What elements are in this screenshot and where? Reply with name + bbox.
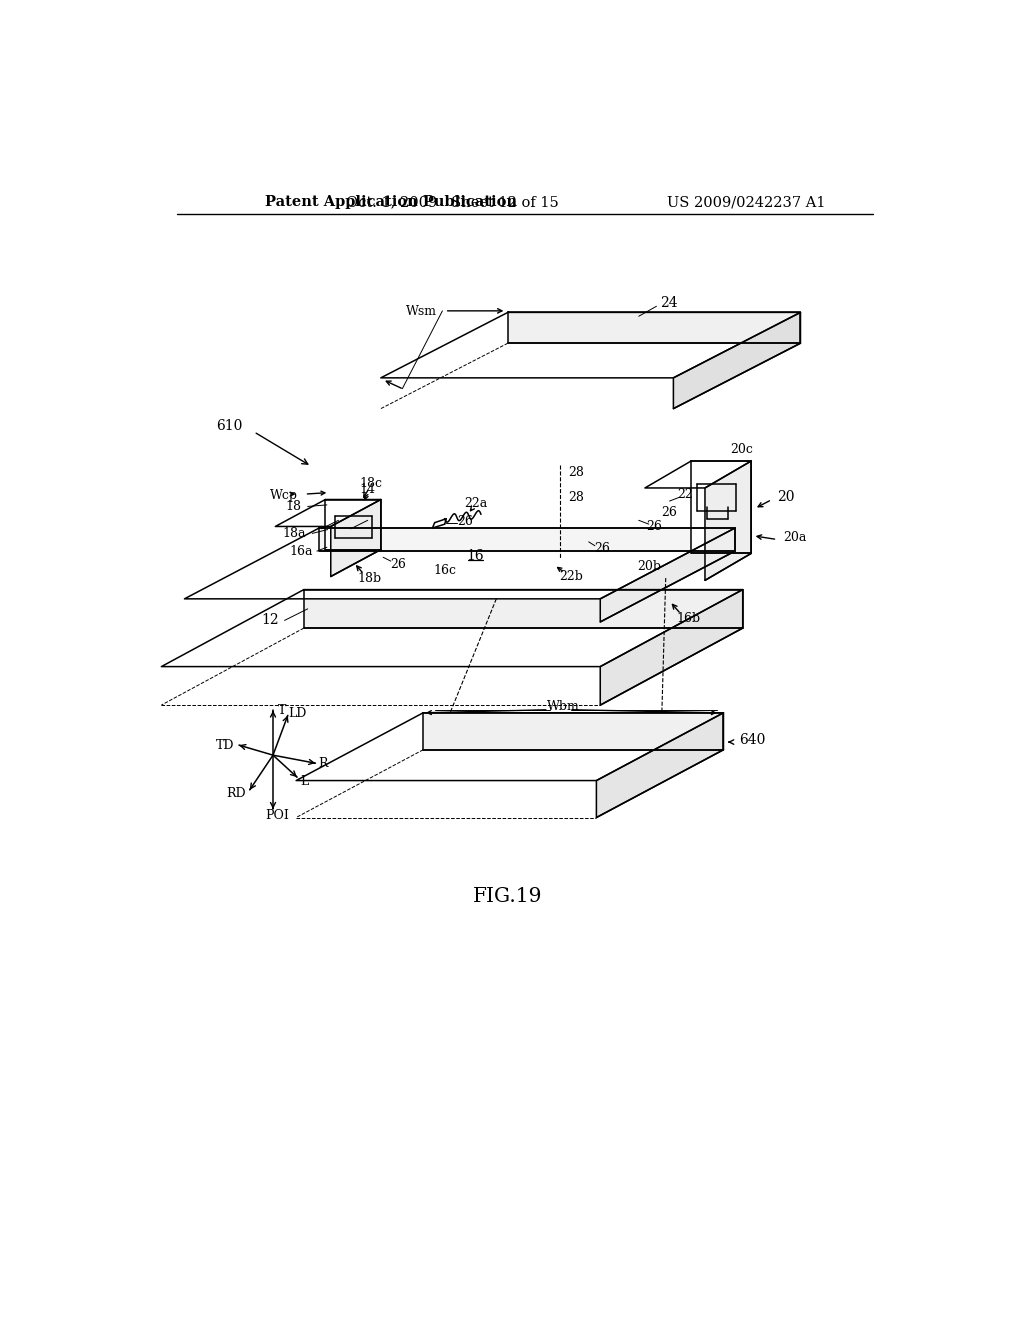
Text: TD: TD (216, 739, 234, 751)
Text: 12: 12 (261, 614, 280, 627)
Polygon shape (296, 713, 724, 780)
Text: 26: 26 (646, 520, 663, 533)
Text: 16: 16 (467, 549, 484, 564)
Text: 26: 26 (458, 515, 473, 528)
Polygon shape (674, 313, 801, 409)
Text: 18c: 18c (359, 477, 382, 490)
Text: 640: 640 (739, 733, 765, 747)
Text: 18a: 18a (283, 527, 306, 540)
Text: 26: 26 (594, 543, 609, 556)
Text: 20: 20 (777, 490, 795, 504)
Text: 22: 22 (677, 488, 693, 502)
Text: 610: 610 (216, 420, 243, 433)
Text: 16a: 16a (290, 545, 313, 557)
Polygon shape (600, 590, 742, 705)
Text: POI: POI (265, 809, 289, 822)
Polygon shape (596, 713, 724, 817)
Text: 28: 28 (568, 491, 584, 504)
Text: Oct. 1, 2009   Sheet 12 of 15: Oct. 1, 2009 Sheet 12 of 15 (346, 195, 559, 210)
Text: R: R (318, 756, 328, 770)
Polygon shape (381, 313, 801, 378)
Text: 18b: 18b (357, 572, 381, 585)
Polygon shape (319, 528, 735, 552)
Text: T: T (279, 704, 287, 717)
Text: RD: RD (226, 787, 246, 800)
Text: Patent Application Publication: Patent Application Publication (265, 195, 517, 210)
Text: 28: 28 (568, 466, 584, 479)
Text: 16c: 16c (433, 564, 457, 577)
Text: 20c: 20c (730, 444, 753, 455)
Text: Wbm: Wbm (547, 700, 580, 713)
Polygon shape (304, 590, 742, 628)
Text: 20a: 20a (783, 531, 807, 544)
Text: Wcp: Wcp (270, 490, 298, 502)
Text: FIG.19: FIG.19 (473, 887, 543, 906)
Text: 26: 26 (662, 506, 678, 519)
Polygon shape (331, 499, 381, 577)
Text: 14: 14 (359, 483, 376, 496)
Polygon shape (645, 461, 752, 488)
Text: 22b: 22b (559, 570, 583, 583)
Text: Wsm: Wsm (407, 305, 437, 318)
Text: 20b: 20b (637, 560, 660, 573)
Polygon shape (508, 313, 801, 343)
Text: 16b: 16b (677, 612, 700, 626)
Text: 24: 24 (660, 296, 678, 310)
Polygon shape (423, 713, 724, 750)
Polygon shape (184, 528, 735, 599)
Polygon shape (600, 528, 735, 622)
Text: 18: 18 (286, 500, 301, 513)
Polygon shape (705, 461, 752, 581)
Polygon shape (275, 499, 381, 527)
Polygon shape (326, 499, 381, 549)
Text: 22a: 22a (464, 496, 487, 510)
Polygon shape (691, 461, 752, 553)
Text: LD: LD (288, 708, 306, 721)
Polygon shape (162, 590, 742, 667)
Text: US 2009/0242237 A1: US 2009/0242237 A1 (668, 195, 825, 210)
Text: 26: 26 (390, 557, 406, 570)
Text: L: L (301, 775, 309, 788)
